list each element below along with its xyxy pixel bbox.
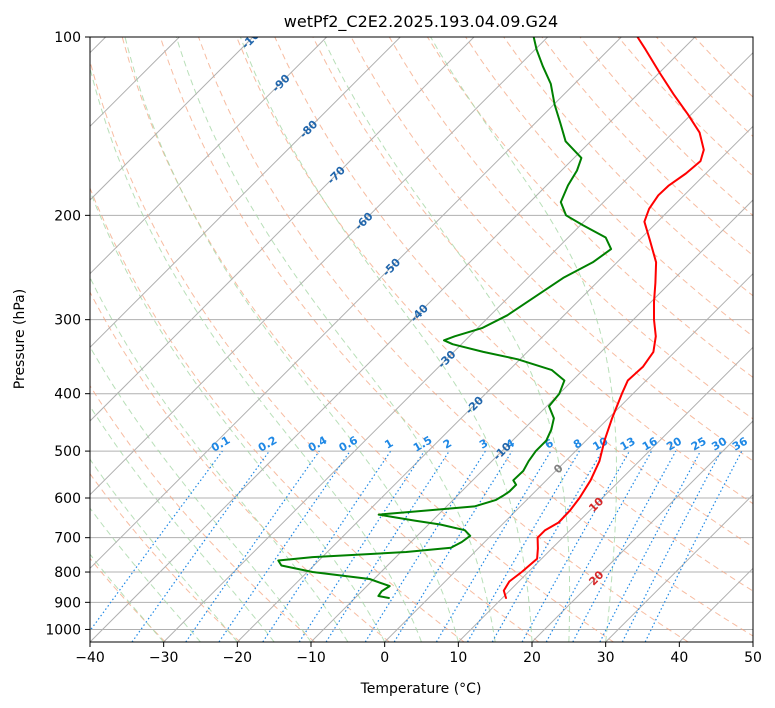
dry-adiabat-370 (388, 37, 753, 420)
y-axis-ticks: 100 200 300 400 500 600 700 800 900 1000 (45, 30, 90, 638)
x-tick-label-20: 20 (523, 650, 541, 666)
mixing-ratio-lines (90, 450, 743, 642)
moist-adiabats (90, 37, 617, 642)
moist-adiabat-30 (430, 37, 617, 642)
isotherm-20 (531, 420, 753, 642)
moist-adiabat--15 (90, 405, 275, 642)
y-tick-label-400: 400 (54, 387, 81, 403)
y-tick-label-900: 900 (54, 595, 81, 611)
mixing-ratio-line-0.4 (185, 450, 320, 642)
dry-adiabat-360 (350, 37, 753, 462)
isotherm--100 (90, 37, 254, 201)
x-axis-ticks: −40 −30 −20 −10 0 10 20 30 40 50 (75, 642, 762, 666)
mixing-ratio-line-0.2 (131, 450, 270, 642)
mixing-ratio-line-16 (545, 450, 653, 642)
moist-adiabat-20 (239, 37, 533, 642)
dry-adiabat-390 (465, 37, 753, 338)
mixing-ratio-line-1.5 (298, 450, 425, 642)
x-tick-label--30: −30 (149, 650, 179, 666)
dry-adiabat-340 (274, 37, 753, 548)
mixing-ratio-line-20 (572, 450, 677, 642)
x-tick-label--40: −40 (75, 650, 105, 666)
x-tick-label-0: 0 (380, 650, 389, 666)
mixing-ratio-line-4 (393, 450, 513, 642)
dry-adiabat-380 (426, 37, 753, 378)
x-tick-label-30: 30 (597, 650, 615, 666)
x-axis-label: Temperature (°C) (360, 681, 482, 697)
mixing-ratio-line-2 (325, 450, 450, 642)
isotherm-0 (384, 272, 753, 642)
dry-adiabat-310 (159, 37, 689, 642)
isotherm--20 (236, 125, 753, 642)
chart-title: wetPf2_C2E2.2025.193.04.09.G24 (284, 12, 558, 32)
moist-adiabat--20 (90, 458, 238, 642)
dry-adiabat-290 (90, 59, 540, 642)
isotherm--80 (90, 37, 401, 349)
isotherm--60 (90, 37, 549, 496)
dry-adiabat-400 (503, 37, 753, 297)
y-tick-label-800: 800 (54, 565, 81, 581)
dry-adiabat-280 (90, 186, 465, 642)
dry-adiabat-300 (121, 37, 614, 642)
isotherm--40 (90, 37, 696, 642)
isotherm--50 (90, 37, 622, 570)
skewed-isotherms (90, 37, 753, 642)
x-tick-label-10: 10 (449, 650, 467, 666)
mixing-ratio-line-0.6 (218, 450, 351, 642)
profile-series (277, 37, 705, 599)
dry-adiabat-250 (90, 472, 241, 642)
isotherm-10 (457, 346, 753, 642)
mixing-ratio-line-13 (521, 450, 631, 642)
moist-adiabat-5 (90, 65, 422, 642)
temperature-profile-line (502, 37, 705, 599)
isotherm-30 (605, 493, 753, 642)
mixing-ratio-line-0.1 (90, 450, 223, 632)
moist-adiabat-0 (90, 189, 386, 642)
isotherm--10 (310, 199, 753, 642)
isotherm--30 (163, 51, 753, 642)
plot-frame (89, 36, 754, 643)
y-tick-label-100: 100 (54, 30, 81, 46)
moist-adiabat--30 (90, 553, 165, 642)
dry-adiabat-270 (90, 291, 390, 642)
x-tick-label--10: −10 (296, 650, 326, 666)
y-tick-label-1000: 1000 (45, 622, 81, 638)
y-tick-label-500: 500 (54, 444, 81, 460)
y-tick-label-600: 600 (54, 491, 81, 507)
dewpoint-profile-line (277, 37, 613, 599)
y-tick-label-300: 300 (54, 313, 81, 329)
x-tick-label-40: 40 (670, 650, 688, 666)
moist-adiabat--25 (90, 507, 201, 642)
x-tick-label-50: 50 (744, 650, 762, 666)
x-tick-label--20: −20 (223, 650, 253, 666)
isotherm--70 (90, 37, 475, 422)
isotherm--90 (90, 37, 328, 275)
moist-adiabat--5 (90, 276, 349, 642)
moist-adiabat-10 (124, 37, 459, 642)
y-axis-label: Pressure (hPa) (12, 289, 28, 389)
mixing-ratio-line-36 (644, 450, 743, 642)
dry-adiabat-330 (236, 37, 753, 592)
y-tick-label-700: 700 (54, 531, 81, 547)
moist-adiabat-15 (175, 37, 496, 642)
moist-adiabat-25 (322, 37, 571, 642)
y-tick-label-200: 200 (54, 208, 81, 224)
mixing-ratio-line-1 (262, 450, 392, 642)
dry-adiabat-260 (90, 384, 316, 642)
dry-adiabat-350 (312, 37, 753, 505)
